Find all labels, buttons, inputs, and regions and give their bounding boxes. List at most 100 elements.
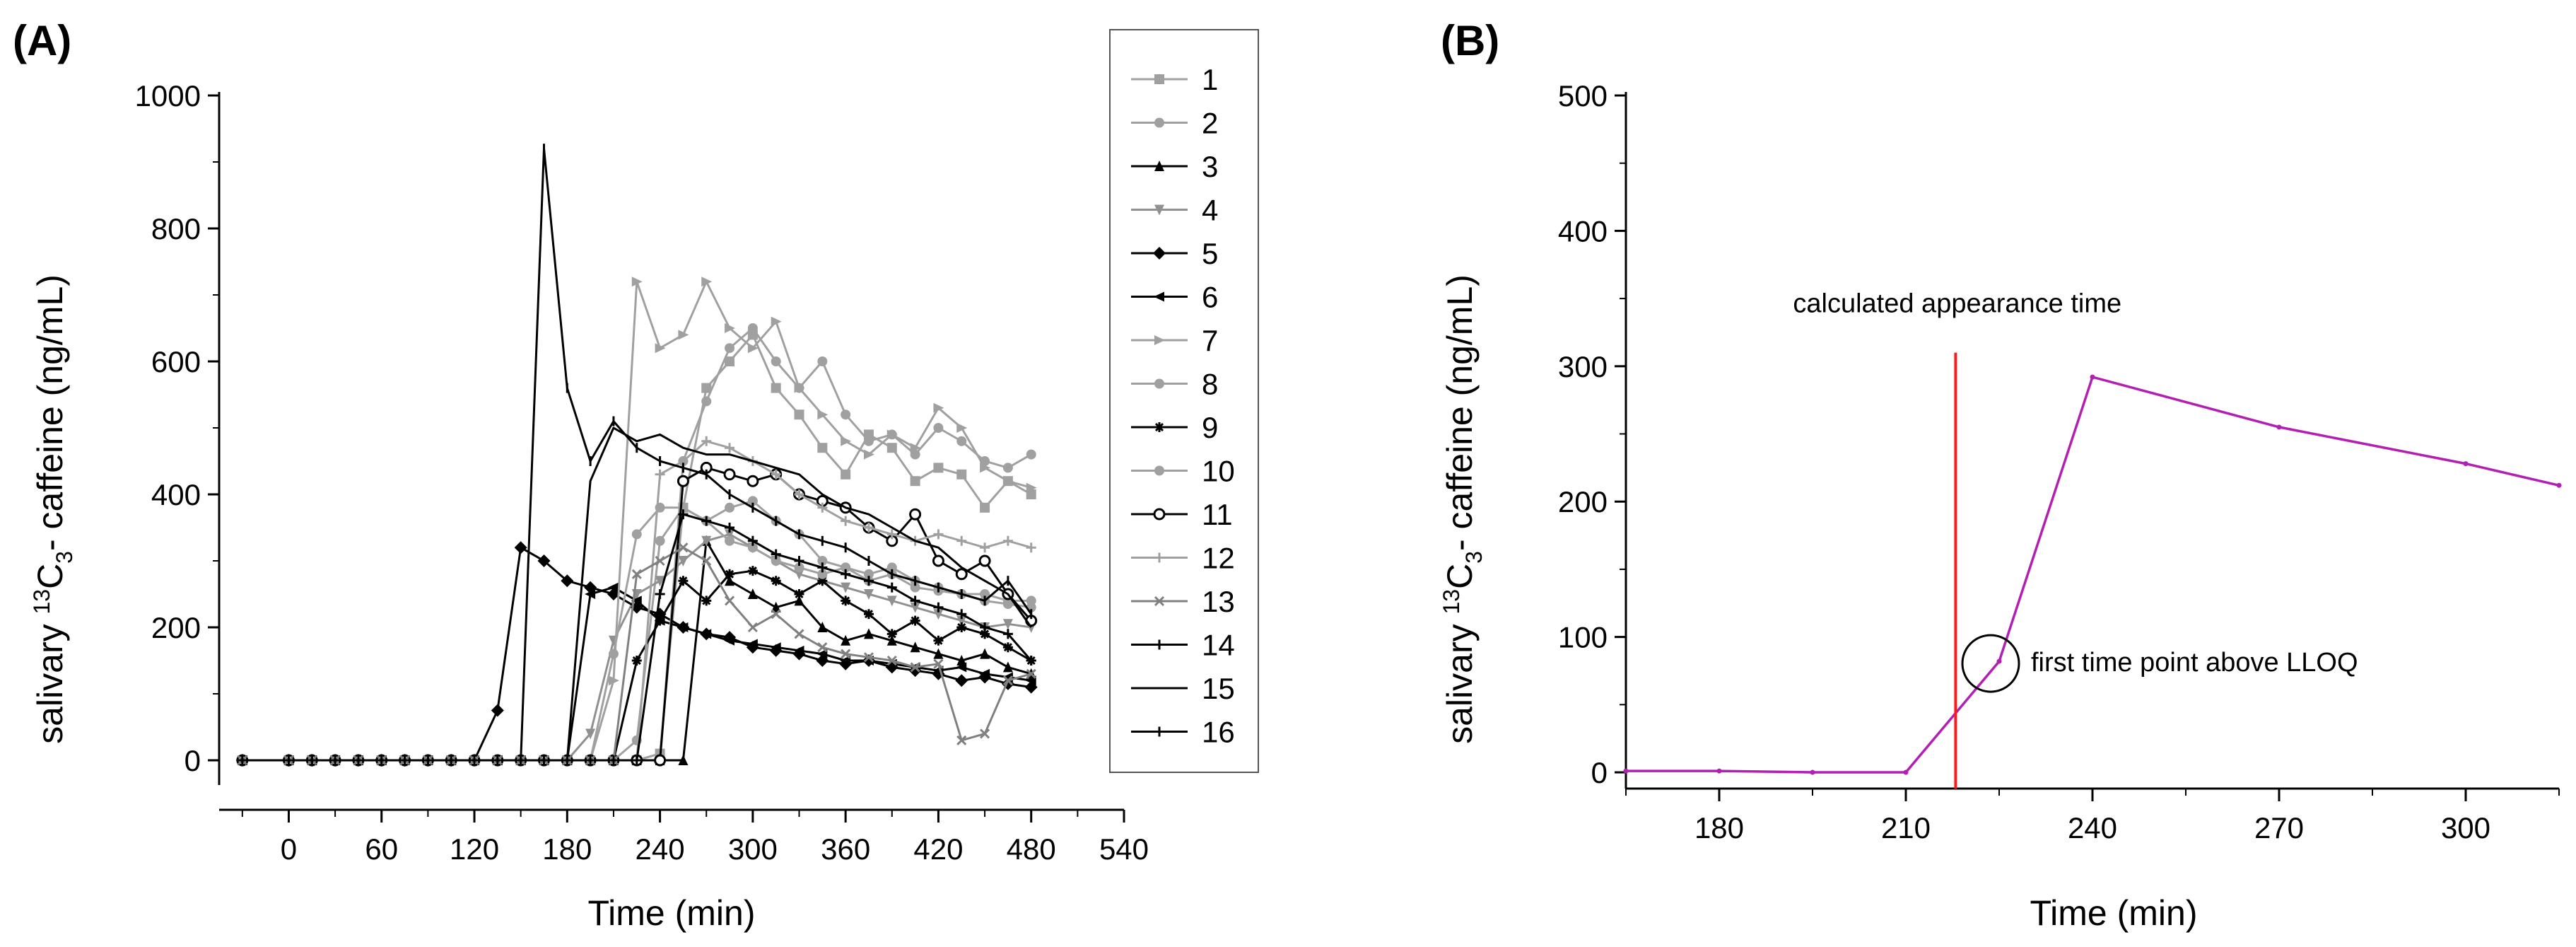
legend-label-15: 15 [1202,672,1235,705]
series-6-point [677,622,689,632]
series-6-point [607,582,619,593]
legend-marker-4 [1154,204,1164,216]
series-1-point [886,443,897,453]
legend-box [1109,29,1259,773]
series-8-point [956,436,967,446]
series-13-point [886,655,897,666]
series-10-point [910,582,920,593]
series-14-point [701,516,712,526]
series-8-point [886,429,897,440]
series-1-point [841,469,851,480]
series-14-point [910,595,920,606]
series-12-point [817,502,828,513]
series-3-point [886,634,897,646]
series-9-point [678,576,689,586]
series-7-point [933,402,944,413]
series-2-point [655,535,665,546]
panel-a-y-tick-label: 400 [151,478,201,511]
series-13-point [701,555,712,567]
series-9-point [725,569,735,579]
series-3-point [956,655,967,666]
series-5-point [537,554,551,567]
series-7-point [747,343,759,354]
series-4-point [956,615,967,627]
legend-marker-2 [1154,117,1164,128]
series-8-point [1026,449,1036,460]
series-8-point [1002,463,1013,473]
series-12-point [841,516,851,526]
legend-marker-12 [1154,552,1164,563]
series-9-point [841,595,851,606]
panel-a-label: (A) [13,17,71,64]
series-8-line [242,327,1032,762]
series-1-markers [237,330,1036,765]
series-11-markers [236,461,1038,767]
series-4-point [725,529,735,540]
series-10-point [817,569,828,579]
series-8-point [794,383,804,393]
series-8-point [747,323,758,333]
series-13-point [631,569,642,579]
legend-marker-11 [1153,508,1166,521]
panel-a-x-tick-label: 0 [281,832,297,866]
series-1-point [1026,489,1036,499]
legend-marker-14 [1154,639,1164,650]
series-9-point [910,615,920,626]
panel-a-y-axis-title: salivary 13C3- caffeine (ng/mL) [29,274,77,744]
series-6-point [793,645,804,656]
series-11-point [932,554,944,567]
panel-b-series [1623,352,2562,789]
series-12-point [863,523,874,533]
series-12-point [1002,535,1013,546]
lloq-circle-marker [1961,634,2020,693]
series-5-point [491,704,504,717]
series-1-point [771,383,781,393]
series-13-point [841,649,851,659]
series-14-point [631,755,642,765]
series-1-point [794,409,804,420]
series-1-point [910,476,920,487]
series-3-point [863,628,874,639]
series-4-point [1002,619,1013,630]
series-4-point [933,609,944,620]
series-13-point [910,662,920,673]
series-6-point [631,595,642,606]
panel-b-point [1716,768,1722,774]
series-9-point [933,635,944,646]
legend-label-5: 5 [1202,237,1218,270]
series-6-point [724,635,735,646]
series-14-line [242,513,1032,762]
panel-a-x-axis-title: Time (min) [587,893,755,933]
legend-marker-6 [1154,291,1164,302]
panel-a-y-tick-label: 600 [151,345,201,378]
series-9-point [1002,642,1013,653]
series-3-markers [237,535,1036,765]
series-7-line [242,280,1032,762]
panel-b-annotations: calculated appearance time first time po… [1793,289,2358,678]
series-13-point [655,555,665,567]
series-4-point [655,576,665,587]
series-6-point [770,642,781,653]
panel-b-y-axis-title: salivary 13C3- caffeine (ng/mL) [1439,274,1487,744]
panel-b-x-tick-label: 180 [1694,811,1744,844]
panel-a-y-tick-label: 800 [151,212,201,245]
series-14-point [771,549,781,559]
series-6-point [701,629,712,639]
series-3-point [910,641,920,653]
panel-a-x-tick-label: 120 [450,832,499,866]
panel-b-point [2556,482,2562,488]
series-10-point [771,556,781,566]
series-9-point [886,629,897,639]
series-13-point [956,735,967,745]
panel-a-x-tick-label: 240 [636,832,685,866]
series-14-point [725,523,735,533]
series-6-point [816,649,828,659]
series-13-point [817,642,828,653]
panel-b-x-tick-label: 240 [2068,811,2117,844]
series-6-point [1025,675,1036,686]
legend-marker-7 [1154,335,1165,345]
panel-a-y-tick-label: 0 [185,744,201,777]
series-11-point [654,754,667,767]
series-4-point [678,556,689,567]
series-4-point [886,595,897,607]
